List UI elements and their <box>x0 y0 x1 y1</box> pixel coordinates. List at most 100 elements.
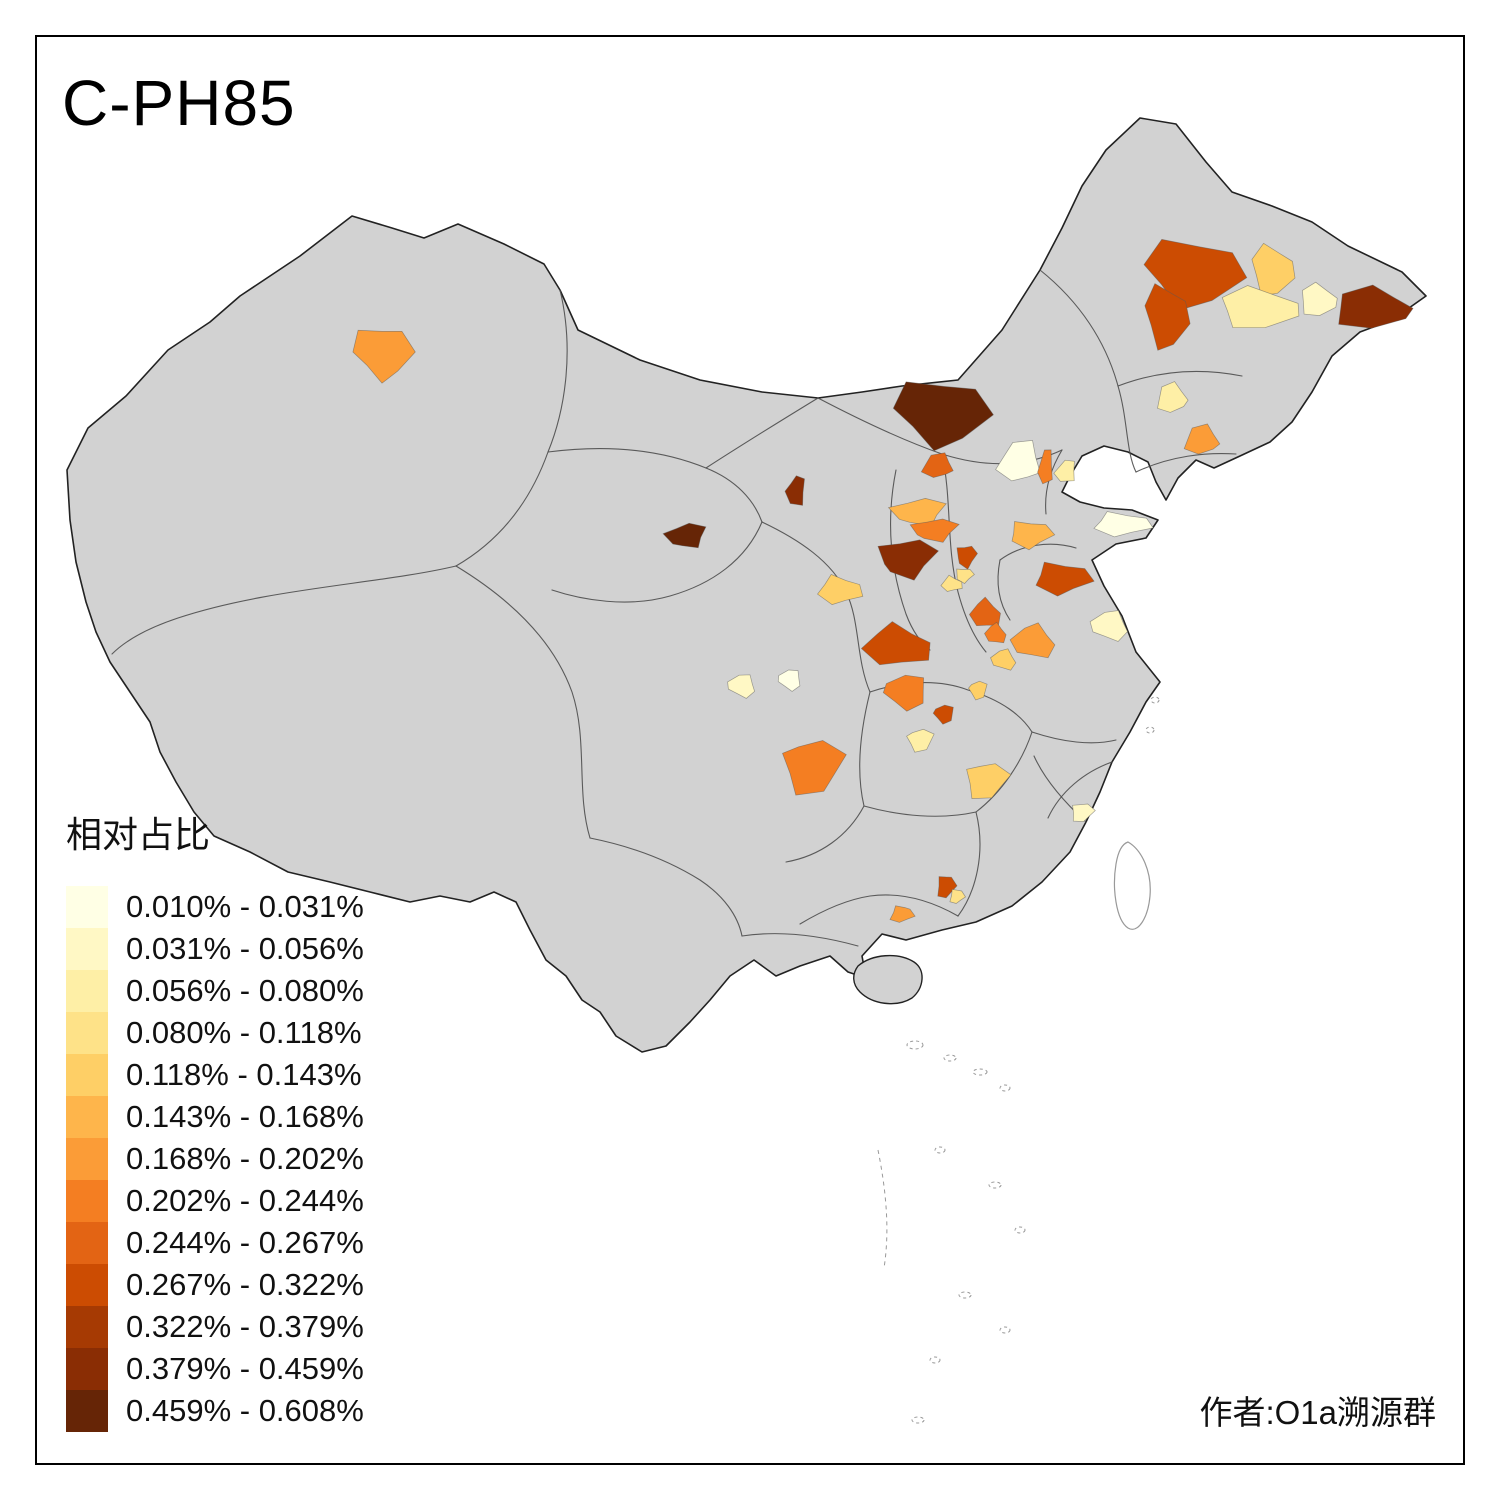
legend-item: 0.056% - 0.080% <box>66 970 364 1012</box>
prefecture-region <box>920 452 954 478</box>
prefecture-region <box>937 876 958 899</box>
prefecture-region <box>1089 610 1128 642</box>
prefecture-region <box>1338 284 1414 329</box>
prefecture-region <box>984 621 1007 644</box>
province-border-line <box>1047 761 1113 819</box>
legend-swatch <box>66 970 108 1012</box>
province-border-line <box>957 811 981 917</box>
prefecture-region <box>877 539 939 581</box>
prefecture-region <box>1053 459 1075 482</box>
page-title: C-PH85 <box>62 67 296 139</box>
attribution-text: 作者:O1a溯源群 <box>1199 1394 1436 1431</box>
province-border-line <box>455 565 591 839</box>
prefecture-region <box>1144 283 1191 351</box>
province-border-line <box>799 894 959 925</box>
prefecture-region <box>817 573 864 605</box>
prefecture-regions <box>352 239 1414 923</box>
prefecture-region <box>889 905 916 923</box>
prefecture-region <box>784 475 805 506</box>
prefecture-region <box>1011 521 1056 551</box>
province-border-line <box>111 565 457 655</box>
legend-label: 0.168% - 0.202% <box>126 1141 364 1176</box>
legend-label: 0.080% - 0.118% <box>126 1015 362 1050</box>
legend-swatch <box>66 1012 108 1054</box>
legend: 相对占比 0.010% - 0.031% 0.031% - 0.056% 0.056… <box>66 806 364 1432</box>
sea-island-mark <box>999 1326 1011 1334</box>
legend-swatch <box>66 1138 108 1180</box>
hainan-island-shape <box>853 955 923 1005</box>
legend-label: 0.202% - 0.244% <box>126 1183 364 1218</box>
prefecture-region <box>1221 285 1300 329</box>
province-border-line <box>997 559 1011 621</box>
legend-item: 0.143% - 0.168% <box>66 1096 364 1138</box>
sea-island-mark <box>1145 726 1155 734</box>
province-border-line <box>1117 370 1243 387</box>
legend-label: 0.118% - 0.143% <box>126 1057 362 1092</box>
prefecture-region <box>1302 281 1338 316</box>
province-border-line <box>589 837 743 937</box>
prefecture-region <box>932 704 954 725</box>
prefecture-region <box>906 728 935 753</box>
prefecture-region <box>352 329 416 384</box>
prefecture-region <box>882 674 924 712</box>
sea-island-mark <box>943 1054 957 1062</box>
legend-swatch <box>66 886 108 928</box>
legend-label: 0.322% - 0.379% <box>126 1309 364 1344</box>
prefecture-region <box>909 518 960 543</box>
province-border-line <box>741 933 859 947</box>
province-border-line <box>547 447 763 523</box>
prefecture-region <box>1183 423 1221 455</box>
prefecture-region <box>1009 622 1056 659</box>
prefecture-region <box>1035 561 1095 597</box>
legend-item: 0.202% - 0.244% <box>66 1180 364 1222</box>
legend-item: 0.031% - 0.056% <box>66 928 364 970</box>
province-border-line <box>785 805 865 863</box>
province-border-line <box>1135 452 1237 473</box>
legend-label: 0.267% - 0.322% <box>126 1267 364 1302</box>
legend-label: 0.143% - 0.168% <box>126 1099 364 1134</box>
sea-island-mark <box>911 1416 925 1424</box>
prefecture-region <box>968 680 988 701</box>
province-border-line <box>705 397 819 469</box>
province-border-line <box>551 521 763 603</box>
legend-label: 0.379% - 0.459% <box>126 1351 364 1386</box>
legend-label: 0.031% - 0.056% <box>126 931 364 966</box>
prefecture-region <box>990 648 1017 671</box>
sea-island-mark <box>929 1356 941 1364</box>
prefecture-region <box>727 674 756 699</box>
legend-label: 0.056% - 0.080% <box>126 973 364 1008</box>
legend-item: 0.322% - 0.379% <box>66 1306 364 1348</box>
south-china-sea-islands <box>877 696 1160 1424</box>
legend-swatch <box>66 1096 108 1138</box>
sea-island-mark <box>934 1146 946 1154</box>
legend-swatch <box>66 1348 108 1390</box>
legend-item: 0.010% - 0.031% <box>66 886 364 928</box>
sea-boundary-dash <box>877 1149 888 1269</box>
province-border-line <box>1039 269 1137 473</box>
prefecture-region <box>1072 803 1096 822</box>
legend-title: 相对占比 <box>66 814 211 855</box>
sea-island-mark <box>972 1068 988 1076</box>
legend-item: 0.379% - 0.459% <box>66 1348 364 1390</box>
prefecture-region <box>956 568 975 584</box>
prefecture-region <box>1093 511 1154 538</box>
legend-swatch <box>66 1180 108 1222</box>
legend-swatch <box>66 928 108 970</box>
legend-swatch <box>66 1054 108 1096</box>
province-border-line <box>1031 731 1117 744</box>
prefecture-region <box>940 574 963 592</box>
legend-label: 0.244% - 0.267% <box>126 1225 364 1260</box>
sea-island-mark <box>1150 696 1160 704</box>
legend-item: 0.080% - 0.118% <box>66 1012 364 1054</box>
legend-swatch <box>66 1306 108 1348</box>
legend-item: 0.244% - 0.267% <box>66 1222 364 1264</box>
legend-swatch <box>66 1222 108 1264</box>
legend-swatch <box>66 1264 108 1306</box>
prefecture-region <box>662 522 707 549</box>
legend-label: 0.010% - 0.031% <box>126 889 364 924</box>
prefecture-region <box>777 669 801 692</box>
legend-item: 0.168% - 0.202% <box>66 1138 364 1180</box>
sea-island-mark <box>1014 1226 1026 1234</box>
